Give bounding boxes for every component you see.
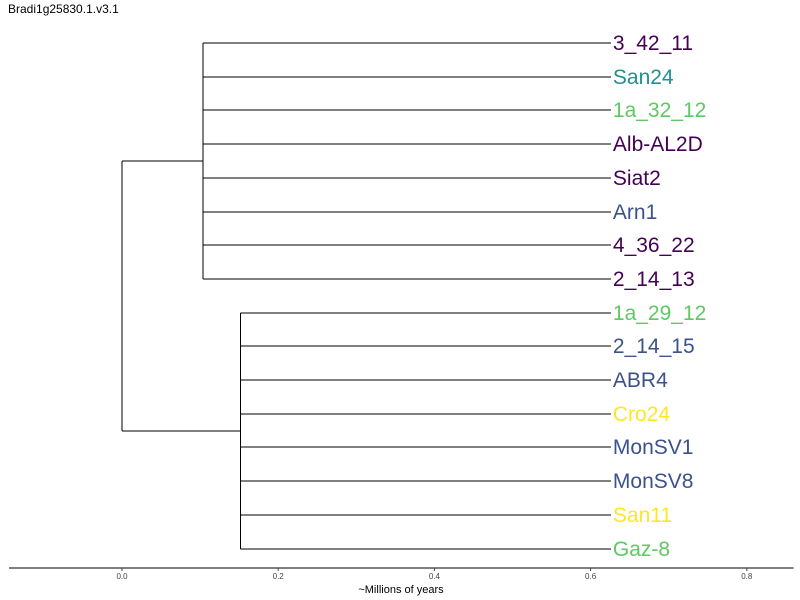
axis-tick-label: 0.6 — [585, 572, 597, 581]
page-title: Bradi1g25830.1.v3.1 — [8, 2, 119, 16]
leaf-label: 1a_29_12 — [613, 302, 706, 325]
leaf-label: ABR4 — [613, 369, 668, 392]
leaf-label: San24 — [613, 66, 674, 89]
leaf-label: MonSV8 — [613, 470, 694, 493]
leaf-label: MonSV1 — [613, 436, 694, 459]
leaf-label: 2_14_13 — [613, 268, 695, 291]
axis-tick-label: 0.0 — [116, 572, 128, 581]
tree-branches — [121, 42, 611, 550]
x-axis: 0.0 0.2 0.4 0.6 0.8 ~Millions of years — [8, 567, 794, 596]
axis-tick-label: 0.4 — [429, 572, 441, 581]
leaf-label: Gaz-8 — [613, 538, 670, 561]
leaf-label: San11 — [613, 504, 672, 527]
leaf-label: 4_36_22 — [613, 234, 695, 257]
leaf-label: Cro24 — [613, 403, 671, 426]
leaf-label: 2_14_15 — [613, 335, 695, 358]
leaf-labels: 3_42_11 San24 1a_32_12 Alb-AL2D Siat2 Arn1 4_3… — [613, 32, 706, 561]
leaf-label: 1a_32_12 — [613, 99, 706, 122]
leaf-label: Siat2 — [613, 167, 661, 190]
axis-tick-label: 0.8 — [741, 572, 753, 581]
leaf-label: 3_42_11 — [613, 32, 693, 55]
axis-tick-label: 0.2 — [273, 572, 285, 581]
leaf-label: Arn1 — [613, 201, 657, 224]
leaf-label: Alb-AL2D — [613, 133, 703, 156]
axis-title: ~Millions of years — [358, 584, 444, 596]
